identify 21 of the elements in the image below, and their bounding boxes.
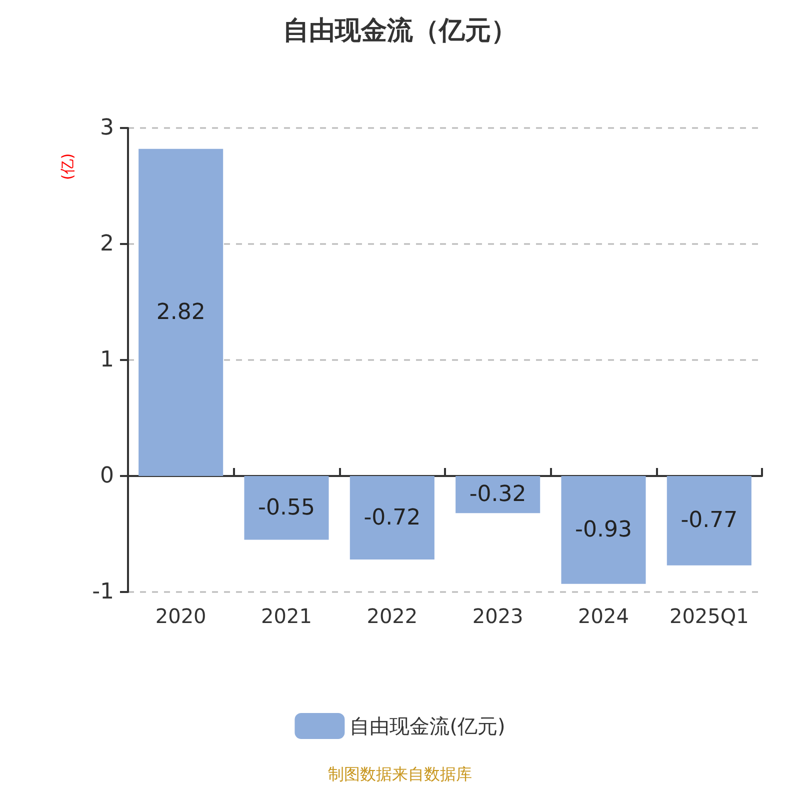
data-label: -0.55 [258,495,315,520]
y-tick-label: -1 [92,580,114,604]
data-label: 2.82 [156,300,206,325]
x-tick-label: 2025Q1 [669,604,749,628]
y-tick-label: 2 [100,232,114,256]
x-tick-label: 2021 [261,604,312,628]
y-tick-label: 1 [100,348,114,372]
data-label: -0.32 [469,482,526,508]
y-tick-label: 0 [100,464,114,488]
x-tick-label: 2022 [366,604,418,628]
y-axis-title: (亿) [58,153,76,180]
text: 制图数据来自数据库 [328,764,472,784]
y-tick-label: 3 [100,116,114,140]
chart-title: 自由现金流（亿元） [283,16,517,46]
data-label: -0.77 [680,508,738,534]
data-label: -0.93 [575,517,632,542]
x-tick-label: 2023 [472,604,524,628]
data-label: -0.72 [364,505,421,530]
legend-label: 自由现金流(亿元) [350,714,506,738]
x-tick-label: 2024 [578,604,629,628]
x-tick-label: 2020 [155,604,206,628]
